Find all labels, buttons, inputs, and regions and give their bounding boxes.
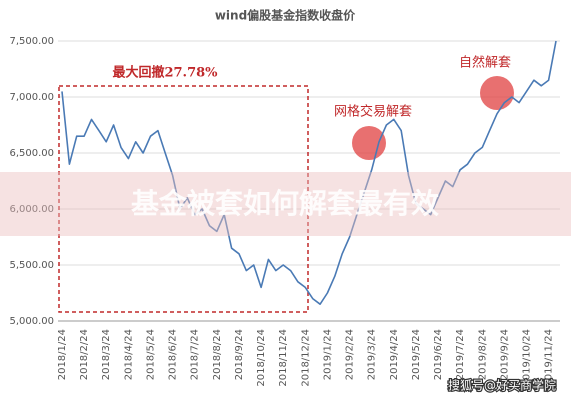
x-tick-label: 2019/3/24: [367, 329, 378, 380]
y-tick-label: 6,500.00: [9, 148, 54, 159]
x-tick-label: 2018/9/24: [234, 329, 245, 380]
highlight-circle: [352, 126, 386, 160]
grid: 5,000.00 5,500.00 6,000.00 6,500.00 7,000.00…: [9, 36, 560, 387]
x-tick-label: 2018/2/24: [79, 329, 90, 380]
x-tick-label: 2019/4/24: [389, 329, 400, 380]
highlight-circle: [480, 76, 514, 110]
y-tick-label: 5,500.00: [9, 260, 54, 271]
x-tick-label: 2019/7/24: [455, 329, 466, 380]
drawdown-box: [58, 85, 309, 313]
chart-title: wind偏股基金指数收盘价: [215, 8, 356, 23]
line: [61, 40, 557, 305]
y-tick-label: 6,000.00: [9, 204, 54, 215]
x-tick-label: 2019/6/24: [433, 329, 444, 380]
watermark: 基金被套如何解套最有效: [131, 187, 439, 220]
x-tick-label: 2019/2/24: [345, 329, 356, 380]
annotation: 自然解套: [459, 55, 511, 71]
credit: 搜狐号@好买商学院: [448, 378, 556, 393]
plot: [61, 40, 557, 305]
x-tick-label: 2018/8/24: [212, 329, 223, 380]
x-tick-label: 2018/6/24: [168, 329, 179, 380]
x-tick-label: 2018/10/24: [256, 329, 267, 387]
x-tick-label: 2018/12/24: [300, 329, 311, 387]
annotation: 最大回撤27.78%: [112, 65, 218, 81]
y-tick-label: 5,000.00: [9, 316, 54, 327]
x-tick-label: 2019/5/24: [411, 329, 422, 380]
y-tick-label: 7,500.00: [9, 36, 54, 47]
watermark-band: [0, 172, 571, 236]
annotation: 网格交易解套: [334, 104, 412, 120]
x-tick-label: 2018/11/24: [278, 329, 289, 387]
x-tick-label: 2019/9/24: [499, 329, 510, 380]
x-tick-label: 2019/8/24: [477, 329, 488, 380]
x-tick-label: 2019/1/24: [322, 329, 333, 380]
x-tick-label: 2018/5/24: [145, 329, 156, 380]
x-tick-label: 2018/1/24: [57, 329, 68, 380]
x-tick-label: 2018/7/24: [190, 329, 201, 380]
x-tick-label: 2019/10/24: [522, 329, 533, 387]
y-tick-label: 7,000.00: [9, 92, 54, 103]
x-tick-label: 2019/11/24: [544, 329, 555, 387]
x-tick-label: 2018/4/24: [123, 329, 134, 380]
x-tick-label: 2018/3/24: [101, 329, 112, 380]
